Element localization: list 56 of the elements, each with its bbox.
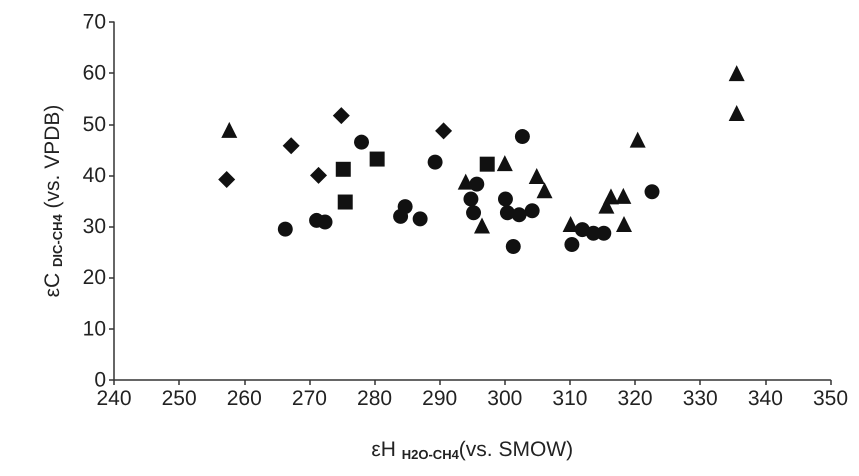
y-tick-label: 60 xyxy=(82,62,106,85)
point xyxy=(393,208,408,224)
point xyxy=(536,182,553,198)
y-tick-label: 70 xyxy=(82,10,106,34)
x-tick-label: 320 xyxy=(618,387,653,410)
point xyxy=(278,222,293,237)
point xyxy=(218,171,236,188)
y-tick-label: 20 xyxy=(82,266,106,290)
point xyxy=(528,168,545,184)
point xyxy=(221,122,238,138)
y-tick-label: 50 xyxy=(82,112,106,136)
point xyxy=(463,191,478,206)
point xyxy=(428,154,443,170)
x-tick-label: 300 xyxy=(487,387,522,410)
point xyxy=(412,211,428,226)
y-tick-label: 10 xyxy=(82,317,106,340)
point xyxy=(310,166,328,184)
point xyxy=(728,65,745,82)
point xyxy=(514,129,530,144)
x-tick-label: 250 xyxy=(162,387,197,410)
point xyxy=(602,188,619,204)
point xyxy=(474,218,490,234)
x-tick-label: 310 xyxy=(552,387,588,410)
point xyxy=(615,188,632,204)
point xyxy=(435,122,452,140)
point xyxy=(630,132,646,148)
point xyxy=(480,156,495,172)
point xyxy=(644,184,660,200)
point xyxy=(318,214,333,230)
x-tick-label: 290 xyxy=(422,387,458,410)
y-tick-label: 40 xyxy=(82,164,106,187)
x-tick-label: 330 xyxy=(682,387,718,410)
y-axis-title: εC DIC-CH4 (vs. VPDB) xyxy=(41,104,65,298)
point xyxy=(512,207,527,222)
point xyxy=(728,105,745,122)
y-tick-label: 30 xyxy=(82,215,106,238)
point xyxy=(466,205,482,220)
point xyxy=(506,239,521,254)
x-tick-label: 340 xyxy=(748,387,783,410)
point xyxy=(469,176,484,192)
point xyxy=(498,191,513,206)
point xyxy=(332,107,350,124)
point xyxy=(370,152,385,167)
point xyxy=(282,137,300,154)
point xyxy=(616,216,632,232)
x-tick-label: 260 xyxy=(226,387,262,410)
x-tick-label: 270 xyxy=(292,387,327,410)
point xyxy=(354,134,370,150)
point xyxy=(564,236,580,252)
point xyxy=(338,194,353,210)
point xyxy=(458,174,474,190)
x-tick-label: 350 xyxy=(812,387,848,410)
point xyxy=(336,162,351,177)
point xyxy=(524,203,540,218)
x-tick-label: 280 xyxy=(357,387,392,410)
point xyxy=(496,155,513,172)
